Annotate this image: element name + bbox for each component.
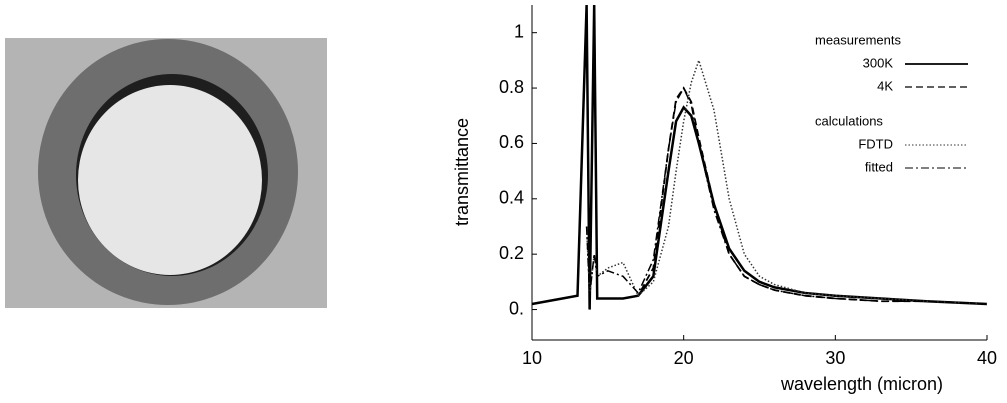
x-tick-label: 10 — [522, 348, 542, 368]
filter-mesh — [78, 85, 262, 275]
y-axis-label: transmittance — [452, 118, 472, 226]
legend-label: 4K — [877, 78, 893, 93]
y-tick-label: 0.4 — [499, 188, 524, 208]
legend-label: 300K — [863, 55, 894, 70]
y-tick-label: 0. — [509, 298, 524, 318]
series-line — [585, 86, 988, 305]
series-line — [531, 4, 988, 310]
series-line — [531, 4, 988, 310]
legend-label: fitted — [865, 159, 893, 174]
x-tick-label: 40 — [977, 348, 997, 368]
legend-label: FDTD — [858, 136, 893, 151]
series-line — [585, 57, 988, 305]
y-tick-label: 1 — [514, 21, 524, 41]
y-tick-label: 0.8 — [499, 77, 524, 97]
x-axis-label: wavelength (micron) — [780, 374, 943, 394]
x-tick-label: 30 — [825, 348, 845, 368]
y-tick-label: 0.2 — [499, 243, 524, 263]
legend-title: measurements — [815, 32, 901, 47]
y-tick-label: 0.6 — [499, 132, 524, 152]
legend-title: calculations — [815, 113, 883, 128]
photo — [5, 38, 327, 308]
x-tick-label: 20 — [674, 348, 694, 368]
